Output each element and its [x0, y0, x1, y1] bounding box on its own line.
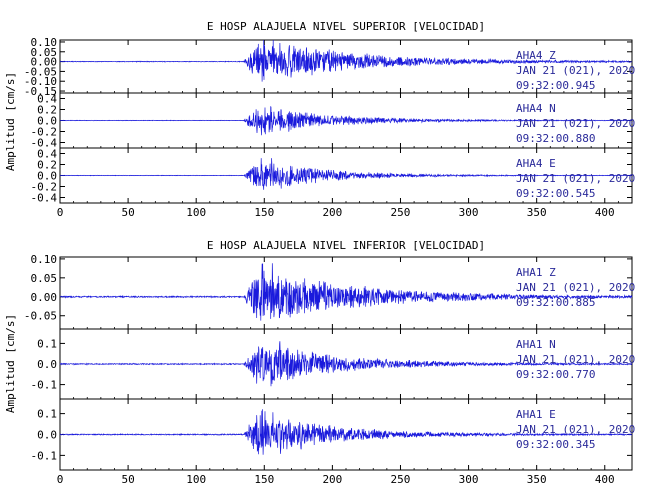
event-date: JAN 21 (021), 2020: [516, 172, 635, 185]
y-tick-label: -0.1: [31, 449, 58, 462]
waveform-trace: [59, 106, 633, 136]
chart-group-1: E HOSP ALAJUELA NIVEL INFERIOR [VELOCIDA…: [4, 239, 635, 486]
x-tick-label: 300: [459, 206, 479, 219]
y-tick-label: 0.10: [31, 253, 58, 266]
y-tick-label: 0.2: [37, 104, 57, 117]
x-tick-label: 50: [121, 206, 134, 219]
event-time: 09:32:00.880: [516, 132, 595, 145]
station-label: AHA4 N: [516, 102, 556, 115]
y-tick-label: -0.05: [24, 310, 57, 323]
y-tick-label: 0.05: [31, 46, 58, 59]
y-tick-label: 0.4: [37, 148, 57, 161]
event-time: 09:32:00.770: [516, 368, 595, 381]
panel-aha1-n: 0.1 0.0 -0.1 AHA1 N JAN 21 (021), 2020 09:32:…: [31, 328, 635, 400]
event-time: 09:32:00.545: [516, 187, 595, 200]
chart-group-0: E HOSP ALAJUELA NIVEL SUPERIOR [VELOCIDA…: [4, 20, 635, 219]
x-tick-label: 100: [186, 206, 206, 219]
panel-aha1-z: 0.10 0.05 0.00 -0.05 AHA1 Z JAN 21 (021), 202…: [24, 253, 635, 330]
x-tick-label: 250: [391, 473, 411, 486]
panel-aha4-n: 0.40.20.0-0.2-0.4 AHA4 N JAN 21 (021), 202…: [31, 92, 635, 150]
y-tick-label: 0.0: [37, 429, 57, 442]
x-tick-label: 0: [57, 206, 64, 219]
x-tick-label: 350: [527, 473, 547, 486]
station-label: AHA4 E: [516, 157, 556, 170]
x-tick-label: 100: [186, 473, 206, 486]
waveform-trace: [60, 158, 632, 190]
panel-aha1-e: 0.1 0.0 -0.1 AHA1 E JAN 21 (021), 2020 09:32:…: [31, 398, 635, 471]
station-label: AHA1 Z: [516, 266, 556, 279]
y-tick-label: -0.4: [31, 137, 58, 150]
y-tick-label: -0.10: [24, 75, 57, 88]
station-label: AHA1 E: [516, 408, 556, 421]
waveform-trace: [59, 39, 633, 82]
x-tick-label: 0: [57, 473, 64, 486]
panel-aha4-z: 0.100.050.00-0.05-0.10-0.15 AHA4 Z JAN 21 …: [24, 36, 635, 98]
event-date: JAN 21 (021), 2020: [516, 353, 635, 366]
y-tick-label: 0.00: [31, 56, 58, 69]
waveform-trace: [59, 409, 633, 455]
y-tick-label: -0.1: [31, 379, 58, 392]
y-tick-label: -0.15: [24, 85, 57, 98]
y-tick-label: 0.0: [37, 115, 57, 128]
event-date: JAN 21 (021), 2020: [516, 423, 635, 436]
station-label: AHA4 Z: [516, 49, 556, 62]
waveform-trace: [59, 341, 633, 387]
y-tick-label: 0.05: [31, 272, 58, 285]
waveform-trace: [59, 263, 633, 321]
event-time: 09:32:00.945: [516, 79, 595, 92]
y-tick-label: -0.2: [31, 126, 58, 139]
x-tick-label: 400: [595, 206, 615, 219]
x-tick-label: 250: [391, 206, 411, 219]
y-tick-label: -0.05: [24, 65, 57, 78]
x-tick-label: 150: [254, 473, 274, 486]
y-tick-label: 0.4: [37, 93, 57, 106]
y-tick-label: 0.1: [37, 337, 57, 350]
event-time: 09:32:00.885: [516, 296, 595, 309]
panel-aha4-e: 0.40.20.0-0.2-0.4 AHA4 E JAN 21 (021), 202…: [31, 147, 635, 205]
chart-title: E HOSP ALAJUELA NIVEL INFERIOR [VELOCIDA…: [207, 239, 485, 252]
x-tick-label: 50: [121, 473, 134, 486]
y-tick-label: 0.00: [31, 291, 58, 304]
event-time: 09:32:00.345: [516, 438, 595, 451]
y-tick-label: 0.0: [37, 358, 57, 371]
x-tick-label: 150: [254, 206, 274, 219]
station-label: AHA1 N: [516, 338, 556, 351]
y-tick-label: 0.0: [37, 170, 57, 183]
x-tick-label: 200: [322, 206, 342, 219]
y-tick-label: 0.1: [37, 408, 57, 421]
chart-title: E HOSP ALAJUELA NIVEL SUPERIOR [VELOCIDA…: [207, 20, 485, 33]
event-date: JAN 21 (021), 2020: [516, 281, 635, 294]
y-axis-label: Amplitud [cm/s]: [4, 314, 17, 413]
x-tick-label: 400: [595, 473, 615, 486]
y-tick-label: 0.10: [31, 36, 58, 49]
y-axis-label: Amplitud [cm/s]: [4, 72, 17, 171]
y-tick-label: -0.2: [31, 181, 58, 194]
x-tick-label: 350: [527, 206, 547, 219]
event-date: JAN 21 (021), 2020: [516, 64, 635, 77]
y-tick-label: -0.4: [31, 192, 58, 205]
event-date: JAN 21 (021), 2020: [516, 117, 635, 130]
x-tick-label: 300: [459, 473, 479, 486]
y-tick-label: 0.2: [37, 159, 57, 172]
x-tick-label: 200: [322, 473, 342, 486]
